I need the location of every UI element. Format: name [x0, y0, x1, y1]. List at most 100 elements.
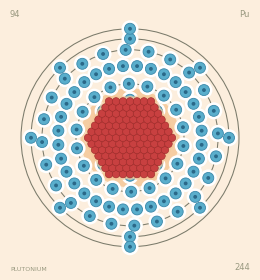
Circle shape — [151, 105, 162, 116]
Circle shape — [154, 122, 162, 129]
Circle shape — [151, 164, 158, 172]
Circle shape — [116, 104, 123, 111]
Circle shape — [140, 98, 148, 105]
Circle shape — [78, 160, 89, 171]
Text: 244: 244 — [234, 263, 250, 272]
Circle shape — [123, 183, 140, 200]
Circle shape — [196, 139, 207, 150]
Circle shape — [94, 199, 98, 203]
Circle shape — [138, 156, 150, 168]
Circle shape — [194, 202, 205, 213]
Circle shape — [130, 152, 137, 160]
Circle shape — [109, 164, 116, 172]
Circle shape — [149, 205, 153, 209]
Circle shape — [110, 95, 122, 107]
Circle shape — [169, 155, 186, 172]
Circle shape — [135, 138, 146, 150]
Circle shape — [151, 152, 158, 160]
Circle shape — [117, 144, 129, 156]
Circle shape — [53, 125, 64, 136]
Circle shape — [74, 103, 91, 120]
Circle shape — [107, 102, 118, 113]
Circle shape — [114, 162, 125, 174]
Circle shape — [120, 75, 137, 92]
Circle shape — [121, 107, 139, 124]
Circle shape — [61, 166, 72, 177]
Circle shape — [105, 110, 113, 117]
Circle shape — [68, 121, 85, 138]
Circle shape — [137, 164, 144, 172]
Circle shape — [135, 150, 146, 162]
Circle shape — [125, 94, 135, 105]
Circle shape — [95, 116, 102, 123]
Circle shape — [100, 138, 112, 150]
Circle shape — [155, 220, 159, 223]
Circle shape — [100, 126, 112, 137]
Circle shape — [145, 144, 157, 156]
Circle shape — [103, 156, 115, 168]
Circle shape — [165, 140, 172, 148]
Circle shape — [109, 116, 116, 123]
Circle shape — [129, 220, 140, 231]
Circle shape — [126, 110, 134, 117]
Circle shape — [125, 241, 135, 252]
Circle shape — [157, 170, 174, 187]
Circle shape — [162, 94, 166, 97]
Circle shape — [152, 156, 164, 168]
Circle shape — [137, 128, 144, 136]
Circle shape — [151, 159, 162, 170]
Circle shape — [110, 108, 122, 120]
Circle shape — [103, 63, 115, 74]
Circle shape — [91, 134, 99, 142]
Circle shape — [37, 137, 48, 148]
Circle shape — [56, 129, 60, 133]
Circle shape — [63, 77, 67, 81]
Circle shape — [119, 122, 127, 129]
Circle shape — [212, 128, 223, 139]
Circle shape — [151, 116, 158, 123]
Circle shape — [123, 140, 130, 148]
Circle shape — [155, 87, 172, 104]
Circle shape — [205, 102, 222, 119]
Circle shape — [135, 114, 146, 125]
Circle shape — [142, 114, 153, 125]
Circle shape — [93, 138, 105, 150]
Circle shape — [124, 168, 136, 180]
Circle shape — [125, 33, 135, 44]
Circle shape — [109, 152, 116, 160]
Circle shape — [188, 98, 199, 109]
Circle shape — [58, 163, 75, 180]
Circle shape — [181, 64, 198, 81]
Circle shape — [144, 152, 151, 160]
Circle shape — [154, 110, 162, 117]
Circle shape — [148, 186, 152, 190]
Circle shape — [56, 70, 73, 87]
Circle shape — [93, 114, 105, 125]
Circle shape — [140, 110, 148, 117]
Circle shape — [162, 132, 173, 143]
Circle shape — [211, 151, 222, 162]
Circle shape — [203, 172, 214, 183]
Circle shape — [59, 73, 70, 84]
Circle shape — [147, 122, 155, 129]
Circle shape — [128, 235, 132, 239]
Circle shape — [148, 126, 160, 137]
Circle shape — [172, 206, 183, 217]
Circle shape — [159, 144, 171, 156]
Circle shape — [105, 170, 113, 178]
Circle shape — [169, 203, 186, 220]
Circle shape — [148, 162, 160, 174]
Circle shape — [102, 79, 119, 96]
Circle shape — [140, 134, 148, 142]
Circle shape — [128, 150, 139, 162]
Circle shape — [103, 95, 115, 107]
Circle shape — [98, 158, 106, 166]
Circle shape — [121, 151, 139, 168]
Circle shape — [200, 169, 217, 186]
Circle shape — [77, 106, 88, 117]
Circle shape — [75, 157, 92, 174]
Circle shape — [138, 120, 150, 132]
Circle shape — [162, 51, 179, 68]
Circle shape — [145, 132, 157, 144]
Circle shape — [151, 216, 162, 227]
